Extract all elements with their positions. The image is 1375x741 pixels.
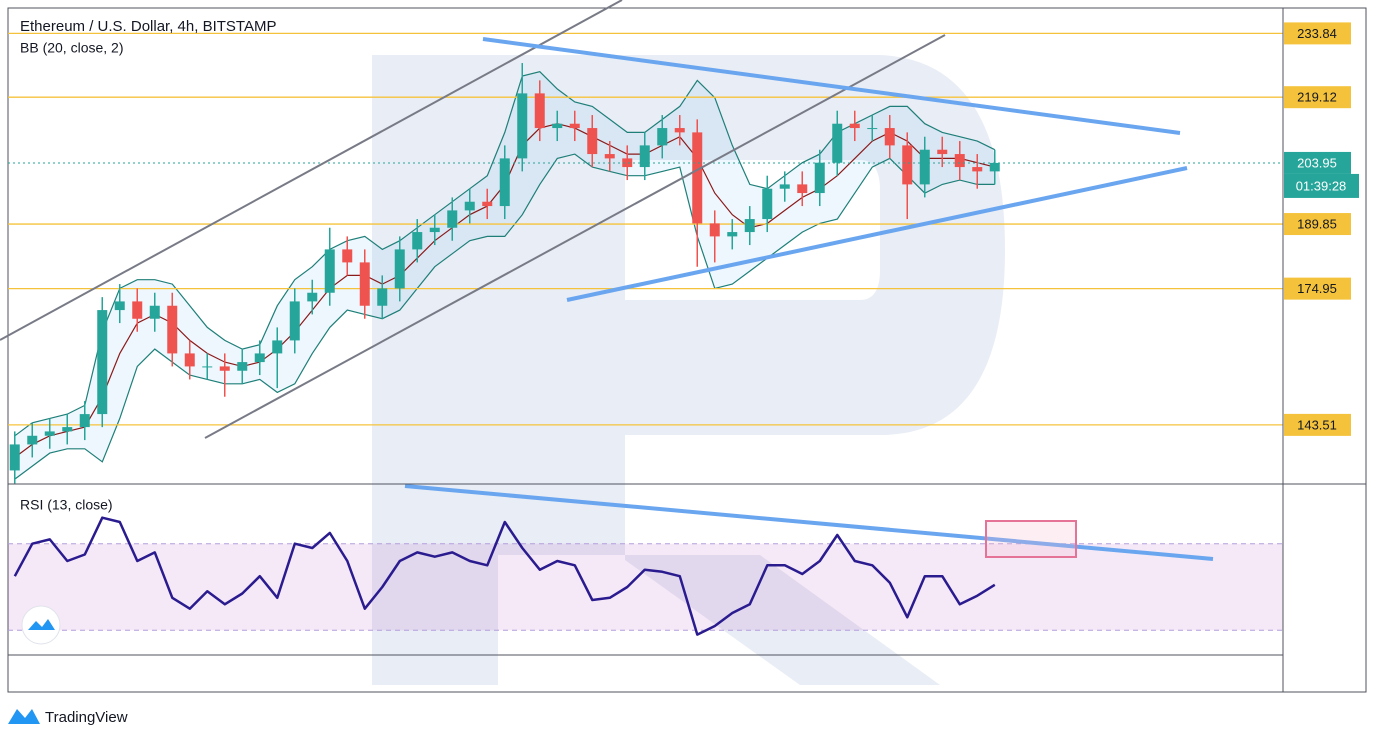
candle-body — [867, 128, 878, 130]
watermark — [625, 555, 940, 685]
candle-body — [9, 444, 20, 471]
rsi-band — [8, 543, 1283, 631]
highlight-box — [985, 520, 1077, 558]
candle-body — [44, 431, 55, 436]
candle-body — [359, 262, 370, 306]
level-label: 189.85 — [1297, 216, 1337, 231]
candle-body — [972, 167, 983, 172]
candle-body — [587, 128, 598, 155]
candle-body — [709, 223, 720, 237]
level-label: 219.12 — [1297, 90, 1337, 105]
countdown-box — [1284, 173, 1359, 198]
candle-body — [237, 362, 248, 371]
candle-body — [272, 340, 283, 354]
candle-body — [604, 154, 615, 159]
axes: 233.84 219.12 189.85 174.95 143.51 203.95 01:3… — [1284, 22, 1359, 436]
candle-body — [657, 128, 668, 146]
candle-body — [132, 301, 143, 319]
candle-body — [552, 123, 563, 129]
bollinger-upper — [14, 71, 996, 437]
last-price-label: 203.95 — [1297, 155, 1337, 170]
candle-body — [814, 162, 825, 194]
candle-body — [744, 219, 755, 233]
trend-line — [482, 37, 1181, 135]
candle-body — [832, 123, 843, 163]
candle-body — [639, 145, 650, 168]
last-price-box — [1284, 151, 1351, 174]
candle-body — [464, 201, 475, 211]
candle-body — [762, 188, 773, 220]
plot-area — [8, 32, 1283, 636]
candle-body — [622, 158, 633, 168]
chart-title: Ethereum / U.S. Dollar, 4h, BITSTAMP — [20, 18, 276, 35]
candle-body — [447, 210, 458, 228]
indicator-label: BB (20, close, 2) — [20, 40, 124, 56]
candle-body — [324, 249, 335, 293]
candle-body — [954, 154, 965, 168]
candle-body — [202, 366, 213, 368]
candle-body — [727, 232, 738, 237]
logo-button[interactable] — [21, 605, 61, 645]
candle-body — [97, 310, 108, 415]
candle-body — [849, 123, 860, 129]
candle-body — [289, 301, 300, 341]
trend-line — [404, 484, 1214, 561]
candle-body — [779, 184, 790, 189]
candle-body — [167, 305, 178, 354]
candle-body — [254, 353, 265, 363]
countdown: 01:39:28 — [1296, 178, 1347, 193]
brand: TradingView — [45, 709, 128, 726]
rsi-line — [13, 516, 996, 636]
candle-body — [482, 201, 493, 207]
candle-body — [919, 149, 930, 185]
trend-line — [566, 166, 1188, 302]
level-label: 143.51 — [1297, 417, 1337, 432]
candle-body — [884, 128, 895, 146]
frame — [7, 7, 1367, 693]
bollinger-fill — [14, 71, 995, 480]
candle-body — [517, 93, 528, 159]
level-label-box — [1284, 86, 1351, 109]
candle-body — [377, 288, 388, 306]
candle-body — [27, 435, 38, 445]
candle-body — [149, 305, 160, 319]
brand-icon — [8, 709, 40, 724]
logo-circle[interactable] — [21, 605, 61, 645]
candle-body — [342, 249, 353, 263]
drawings — [0, 0, 1214, 561]
channel-line — [0, 0, 623, 341]
channel-line — [204, 34, 946, 439]
candle-body — [499, 158, 510, 207]
candle-body — [184, 353, 195, 367]
candle-body — [674, 128, 685, 133]
candle-body — [394, 249, 405, 289]
watermark — [372, 55, 1005, 685]
bollinger-lower — [14, 153, 995, 480]
candle-body — [429, 227, 440, 233]
level-label: 233.84 — [1297, 26, 1337, 41]
candle-body — [937, 149, 948, 155]
candle-body — [902, 145, 913, 185]
candle-body — [692, 132, 703, 224]
candle-body — [114, 301, 125, 311]
candle-body — [569, 123, 580, 129]
level-label-box — [1284, 22, 1351, 45]
rsi-label: RSI (13, close) — [20, 497, 113, 513]
candle-body — [989, 162, 1000, 172]
candle-body — [307, 292, 318, 302]
candle-body — [79, 414, 90, 428]
level-label-box — [1284, 413, 1351, 436]
candle-body — [219, 366, 230, 371]
logo-icon — [28, 619, 55, 630]
candle-body — [534, 93, 545, 129]
candle-body — [797, 184, 808, 194]
level-label-box — [1284, 213, 1351, 236]
level-label: 174.95 — [1297, 281, 1337, 296]
candle-body — [62, 427, 73, 432]
level-label-box — [1284, 277, 1351, 300]
candle-body — [412, 232, 423, 250]
